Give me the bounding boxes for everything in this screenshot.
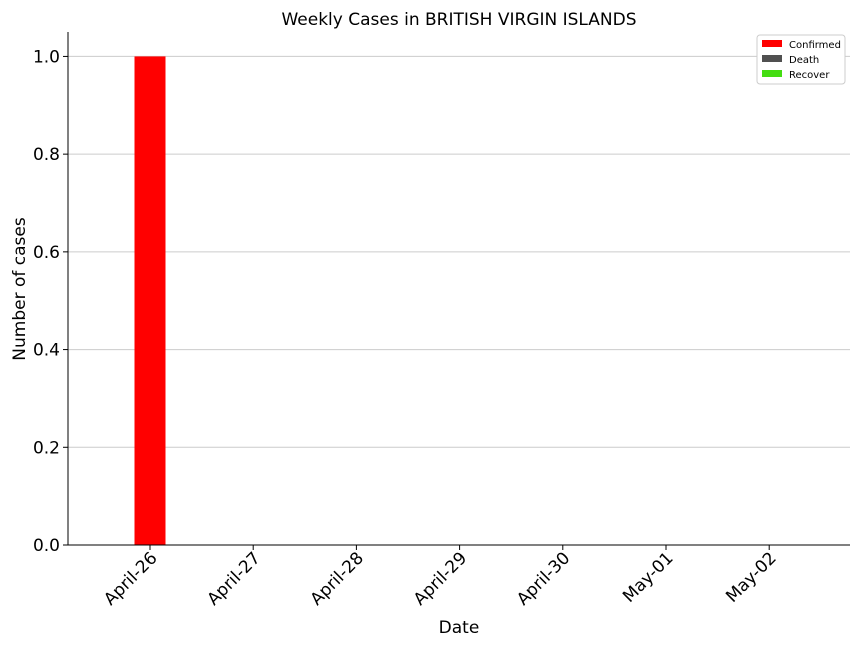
legend: Confirmed Death Recover bbox=[756, 34, 846, 85]
x-axis: April-26 April-27 April-28 April-29 April-30… bbox=[100, 545, 781, 610]
legend-swatch-confirmed bbox=[762, 40, 782, 47]
x-tick-label: April-30 bbox=[513, 548, 574, 609]
x-tick-label: April-29 bbox=[410, 548, 471, 609]
legend-label-death: Death bbox=[789, 55, 819, 66]
x-tick-label: May-01 bbox=[619, 548, 677, 606]
y-tick-label: 0.4 bbox=[33, 341, 60, 361]
x-tick-label: April-26 bbox=[100, 548, 161, 609]
x-axis-label: Date bbox=[439, 618, 480, 638]
legend-label-confirmed: Confirmed bbox=[789, 40, 841, 51]
y-tick-label: 0.8 bbox=[33, 145, 60, 165]
x-tick-label: April-28 bbox=[307, 548, 368, 609]
y-tick-label: 1.0 bbox=[33, 47, 60, 67]
legend-label-recover: Recover bbox=[789, 70, 830, 81]
y-tick-label: 0.6 bbox=[33, 243, 60, 263]
gridlines bbox=[68, 55, 850, 448]
y-axis: 0.0 0.2 0.4 0.6 0.8 1.0 bbox=[33, 47, 68, 556]
x-tick-label: April-27 bbox=[203, 548, 264, 609]
legend-swatch-recover bbox=[762, 70, 782, 77]
y-axis-label: Number of cases bbox=[10, 217, 30, 361]
y-tick-label: 0.2 bbox=[33, 438, 60, 458]
chart-title: Weekly Cases in BRITISH VIRGIN ISLANDS bbox=[281, 10, 636, 30]
x-tick-label: May-02 bbox=[722, 548, 780, 606]
legend-swatch-death bbox=[762, 55, 782, 62]
bars bbox=[134, 56, 166, 546]
bar-confirmed-april-26 bbox=[134, 56, 166, 546]
y-tick-label: 0.0 bbox=[33, 536, 60, 556]
